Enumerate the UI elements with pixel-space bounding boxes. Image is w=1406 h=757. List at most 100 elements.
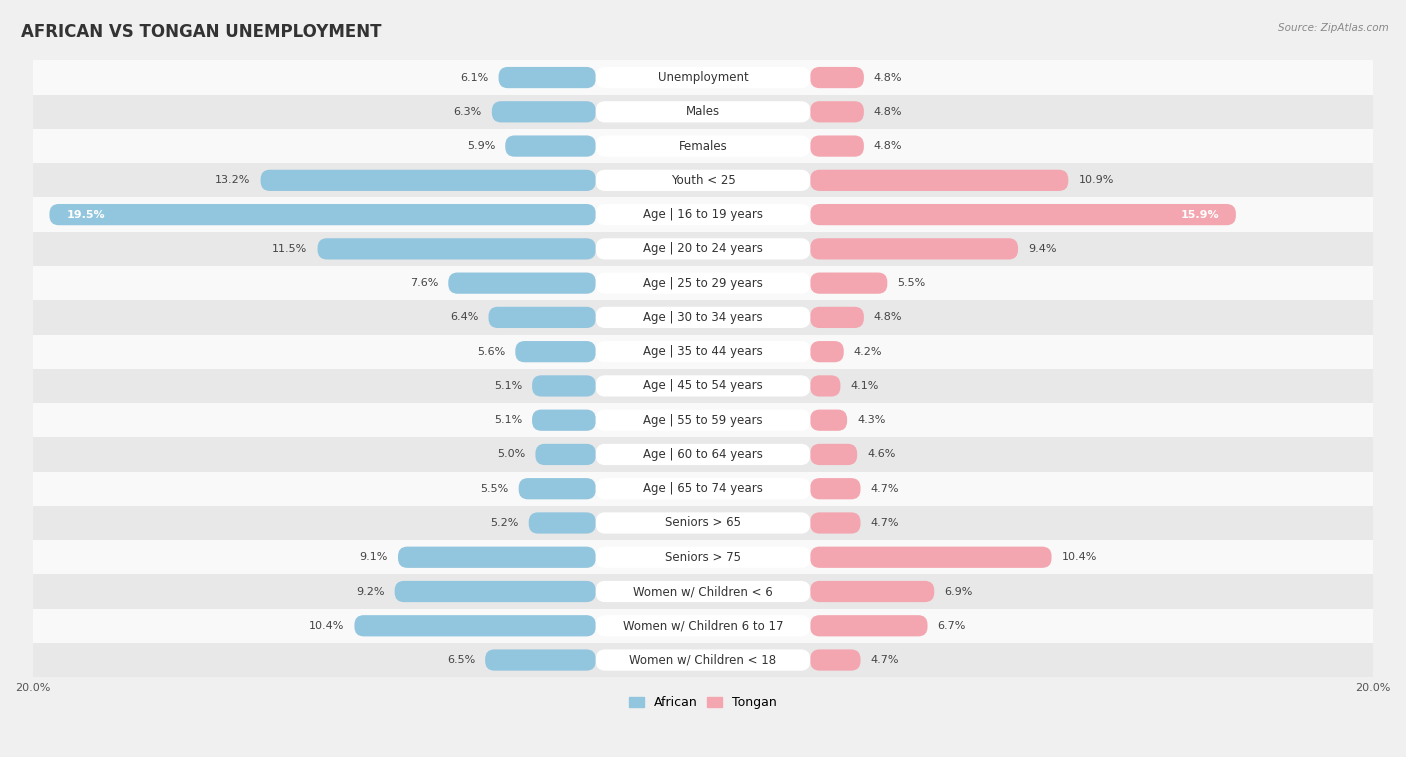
Bar [32, 198, 1374, 232]
Text: 4.1%: 4.1% [851, 381, 879, 391]
FancyBboxPatch shape [260, 170, 596, 191]
Text: Women w/ Children 6 to 17: Women w/ Children 6 to 17 [623, 619, 783, 632]
Bar [32, 232, 1374, 266]
Bar [32, 575, 1374, 609]
FancyBboxPatch shape [531, 410, 596, 431]
FancyBboxPatch shape [398, 547, 596, 568]
Text: Age | 25 to 29 years: Age | 25 to 29 years [643, 276, 763, 290]
FancyBboxPatch shape [810, 238, 1018, 260]
FancyBboxPatch shape [810, 273, 887, 294]
Bar [32, 301, 1374, 335]
FancyBboxPatch shape [516, 341, 596, 363]
Text: Age | 65 to 74 years: Age | 65 to 74 years [643, 482, 763, 495]
FancyBboxPatch shape [810, 581, 934, 602]
Text: Women w/ Children < 18: Women w/ Children < 18 [630, 653, 776, 666]
Bar [32, 164, 1374, 198]
Bar [32, 369, 1374, 403]
FancyBboxPatch shape [596, 615, 810, 637]
Bar [32, 95, 1374, 129]
Text: Age | 35 to 44 years: Age | 35 to 44 years [643, 345, 763, 358]
FancyBboxPatch shape [810, 341, 844, 363]
FancyBboxPatch shape [596, 478, 810, 500]
FancyBboxPatch shape [596, 444, 810, 465]
FancyBboxPatch shape [596, 512, 810, 534]
FancyBboxPatch shape [810, 67, 863, 88]
FancyBboxPatch shape [531, 375, 596, 397]
Text: 6.1%: 6.1% [460, 73, 488, 83]
Text: 4.7%: 4.7% [870, 655, 898, 665]
Text: Youth < 25: Youth < 25 [671, 174, 735, 187]
Text: Unemployment: Unemployment [658, 71, 748, 84]
Text: Age | 20 to 24 years: Age | 20 to 24 years [643, 242, 763, 255]
Text: 4.8%: 4.8% [875, 73, 903, 83]
Text: 4.3%: 4.3% [858, 415, 886, 425]
Text: 6.4%: 6.4% [450, 313, 478, 322]
Text: 9.4%: 9.4% [1028, 244, 1056, 254]
Text: 19.5%: 19.5% [66, 210, 105, 220]
Text: AFRICAN VS TONGAN UNEMPLOYMENT: AFRICAN VS TONGAN UNEMPLOYMENT [21, 23, 381, 41]
Text: 4.6%: 4.6% [868, 450, 896, 459]
Text: 10.4%: 10.4% [309, 621, 344, 631]
FancyBboxPatch shape [810, 444, 858, 465]
FancyBboxPatch shape [492, 101, 596, 123]
FancyBboxPatch shape [505, 136, 596, 157]
Text: 10.9%: 10.9% [1078, 176, 1114, 185]
Text: Age | 30 to 34 years: Age | 30 to 34 years [643, 311, 763, 324]
Text: 5.1%: 5.1% [494, 415, 522, 425]
Text: 5.1%: 5.1% [494, 381, 522, 391]
Bar [32, 438, 1374, 472]
Text: Age | 45 to 54 years: Age | 45 to 54 years [643, 379, 763, 392]
Text: 5.0%: 5.0% [498, 450, 526, 459]
Legend: African, Tongan: African, Tongan [624, 691, 782, 714]
Text: Seniors > 75: Seniors > 75 [665, 551, 741, 564]
FancyBboxPatch shape [596, 101, 810, 123]
FancyBboxPatch shape [810, 512, 860, 534]
Text: Age | 55 to 59 years: Age | 55 to 59 years [643, 413, 763, 427]
FancyBboxPatch shape [596, 273, 810, 294]
FancyBboxPatch shape [596, 170, 810, 191]
FancyBboxPatch shape [596, 581, 810, 602]
Text: 15.9%: 15.9% [1181, 210, 1219, 220]
FancyBboxPatch shape [596, 650, 810, 671]
Text: Males: Males [686, 105, 720, 118]
Text: Age | 16 to 19 years: Age | 16 to 19 years [643, 208, 763, 221]
FancyBboxPatch shape [318, 238, 596, 260]
Text: Women w/ Children < 6: Women w/ Children < 6 [633, 585, 773, 598]
Text: 5.2%: 5.2% [491, 518, 519, 528]
FancyBboxPatch shape [499, 67, 596, 88]
Bar [32, 609, 1374, 643]
FancyBboxPatch shape [485, 650, 596, 671]
FancyBboxPatch shape [536, 444, 596, 465]
Text: 11.5%: 11.5% [273, 244, 308, 254]
FancyBboxPatch shape [354, 615, 596, 637]
Bar [32, 472, 1374, 506]
FancyBboxPatch shape [810, 170, 1069, 191]
FancyBboxPatch shape [488, 307, 596, 328]
FancyBboxPatch shape [529, 512, 596, 534]
FancyBboxPatch shape [449, 273, 596, 294]
Bar [32, 643, 1374, 678]
Text: 4.7%: 4.7% [870, 484, 898, 494]
Text: Source: ZipAtlas.com: Source: ZipAtlas.com [1278, 23, 1389, 33]
FancyBboxPatch shape [596, 547, 810, 568]
Text: Age | 60 to 64 years: Age | 60 to 64 years [643, 448, 763, 461]
FancyBboxPatch shape [596, 204, 810, 226]
Text: 6.9%: 6.9% [945, 587, 973, 597]
FancyBboxPatch shape [810, 101, 863, 123]
FancyBboxPatch shape [596, 410, 810, 431]
Bar [32, 540, 1374, 575]
FancyBboxPatch shape [395, 581, 596, 602]
Text: 5.5%: 5.5% [897, 278, 925, 288]
Bar [32, 335, 1374, 369]
FancyBboxPatch shape [596, 67, 810, 88]
Text: Females: Females [679, 139, 727, 153]
FancyBboxPatch shape [810, 307, 863, 328]
Text: 9.2%: 9.2% [356, 587, 385, 597]
Text: 6.7%: 6.7% [938, 621, 966, 631]
Bar [32, 266, 1374, 301]
FancyBboxPatch shape [810, 410, 848, 431]
FancyBboxPatch shape [519, 478, 596, 500]
Bar [32, 61, 1374, 95]
FancyBboxPatch shape [810, 615, 928, 637]
Text: 4.7%: 4.7% [870, 518, 898, 528]
